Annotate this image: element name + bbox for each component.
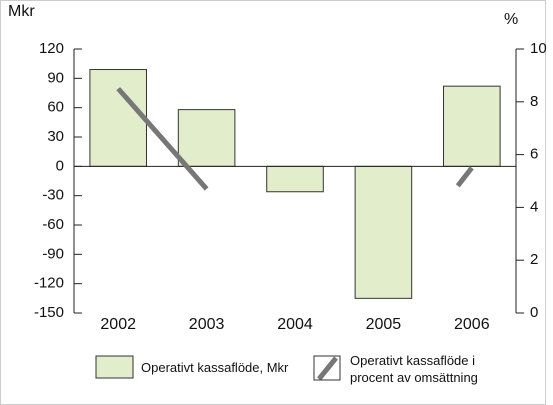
y-tick-label: 0: [56, 157, 64, 174]
bar: [443, 85, 501, 167]
y-tick-label: 30: [47, 128, 64, 145]
x-tick-label: 2002: [100, 316, 136, 333]
legend-label: Operativt kassaflöde i procent av omsätt…: [350, 353, 478, 385]
legend-label: Operativt kassaflöde, Mkr: [141, 360, 289, 375]
bar: [266, 165, 324, 193]
bar: [354, 165, 413, 299]
y-tick-label: -150: [34, 304, 64, 321]
y2-tick-label: 2: [530, 251, 538, 268]
y-tick-label: -90: [42, 245, 64, 262]
y-tick-label: 90: [47, 69, 64, 86]
legend-swatch-frame: [313, 355, 341, 381]
bar: [177, 109, 236, 167]
y2-tick-label: 10: [530, 40, 547, 57]
x-tick-label: 2005: [366, 316, 402, 333]
y-tick-label: -30: [42, 187, 64, 204]
y-tick-label: 60: [47, 99, 64, 116]
y-axis-title: Mkr: [8, 3, 35, 20]
y2-tick-label: 8: [530, 93, 538, 110]
bar: [89, 69, 147, 167]
y2-tick-label: 0: [530, 304, 538, 321]
y-tick-label: -120: [34, 275, 64, 292]
line: [116, 86, 209, 191]
x-tick-label: 2004: [277, 316, 313, 333]
x-tick-label: 2006: [454, 316, 490, 333]
y2-tick-label: 4: [530, 198, 538, 215]
legend-swatch-line: [317, 356, 338, 381]
legend-swatch-bar: [95, 355, 134, 379]
y2-tick-label: 6: [530, 146, 538, 163]
y2-axis-title: %: [504, 11, 518, 28]
y-tick-label: -60: [42, 216, 64, 233]
y-tick-label: 120: [39, 40, 64, 57]
line: [455, 166, 474, 188]
x-tick-label: 2003: [189, 316, 225, 333]
